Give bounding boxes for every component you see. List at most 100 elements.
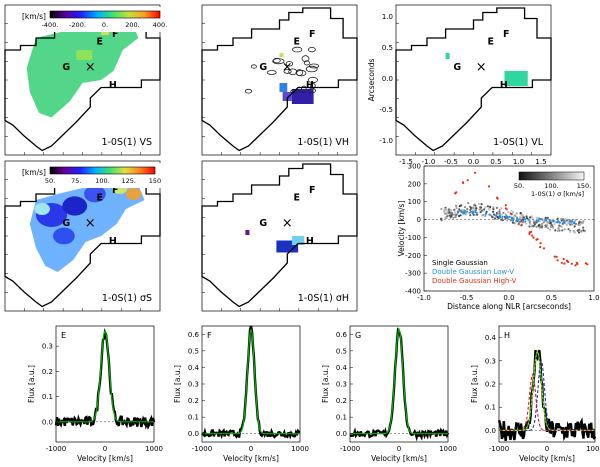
single-gaussian-point xyxy=(535,216,538,219)
low-v-point xyxy=(512,218,515,221)
single-gaussian-point xyxy=(528,225,531,228)
colorbar-tick-label: 100. xyxy=(95,177,109,185)
single-gaussian-point xyxy=(517,223,520,226)
single-gaussian-point xyxy=(513,214,516,217)
single-gaussian-point xyxy=(553,223,556,226)
high-v-point xyxy=(539,245,542,249)
scatter-xtick-label: 0.5 xyxy=(546,294,557,302)
high-v-point xyxy=(553,255,556,258)
vl-xtick-label: -1.5 xyxy=(399,158,413,166)
contour-loop xyxy=(308,88,317,94)
legend-entry: Double Gaussian High-V xyxy=(432,277,517,285)
single-gaussian-point xyxy=(469,208,472,211)
high-v-point xyxy=(532,236,535,239)
single-gaussian-point xyxy=(511,211,515,214)
single-gaussian-point xyxy=(579,228,582,231)
single-gaussian-point xyxy=(502,211,505,214)
single-gaussian-point xyxy=(509,219,512,222)
nucleus-marker: × xyxy=(282,216,293,231)
nucleus-marker: × xyxy=(85,216,96,231)
high-v-point xyxy=(528,232,531,236)
single-gaussian-point xyxy=(549,221,552,224)
contour-loop xyxy=(288,68,298,76)
observed-spectrum xyxy=(201,325,301,440)
spectrum-ytick-label: 0.0 xyxy=(188,430,199,438)
vl-ylabel: Arcseconds xyxy=(367,59,376,102)
high-v-point xyxy=(563,262,566,265)
single-gaussian-point xyxy=(454,216,457,219)
region-label: H xyxy=(109,236,117,247)
scatter-colorbar-label: 1-0S(1) σ [km/s] xyxy=(531,190,584,198)
region-label: F xyxy=(112,29,119,40)
colorbar-tick-label: 75. xyxy=(71,177,81,185)
low-v-point xyxy=(540,218,543,221)
single-gaussian-point xyxy=(542,220,545,223)
low-velocity-cell xyxy=(445,53,450,59)
spectrum-ylabel: Flux [a.u.] xyxy=(27,365,36,403)
contour-loop xyxy=(301,55,310,62)
low-v-point xyxy=(508,215,511,218)
single-gaussian-point xyxy=(480,209,484,212)
region-label: H xyxy=(500,80,508,91)
single-gaussian-point xyxy=(495,206,498,209)
single-gaussian-point xyxy=(560,218,563,221)
scatter-colorbar-tick: 150. xyxy=(577,182,591,190)
single-gaussian-point xyxy=(452,216,455,219)
single-gaussian-point xyxy=(445,209,448,212)
single-gaussian-point xyxy=(471,206,474,209)
single-gaussian-point xyxy=(571,223,574,226)
map-label: 1-0S(1) σH xyxy=(298,293,349,304)
model-fit xyxy=(56,329,154,423)
single-gaussian-point xyxy=(447,208,451,211)
colorbar-tick-label: 125. xyxy=(122,177,136,185)
field-outline xyxy=(4,7,161,152)
spectrum-region-label: H xyxy=(504,331,510,340)
single-gaussian-point xyxy=(464,213,467,216)
single-gaussian-point xyxy=(539,223,543,226)
spectrum-xtick-label: 0 xyxy=(103,445,107,453)
spectrum-xtick-label: 0 xyxy=(545,445,549,453)
high-v-point xyxy=(520,220,523,223)
high-v-point xyxy=(535,238,538,241)
high-velocity-cell xyxy=(279,83,288,92)
low-v-point xyxy=(552,219,555,222)
single-gaussian-point xyxy=(547,227,550,230)
colorbar-tick-label: 0. xyxy=(102,21,108,29)
vl-xtick-label: 0.0 xyxy=(468,158,479,166)
low-v-point xyxy=(516,217,519,220)
spectrum-xtick-label: 1000 xyxy=(291,445,309,453)
spectrum-region-label: G xyxy=(355,331,361,340)
single-gaussian-point xyxy=(569,223,572,226)
single-gaussian-point xyxy=(440,207,443,211)
single-gaussian-point xyxy=(563,228,567,231)
single-gaussian-point xyxy=(535,225,538,228)
single-gaussian-point xyxy=(554,220,557,223)
spectrum-ytick-label: 0.0 xyxy=(42,418,53,426)
spectrum-ytick-label: 0.4 xyxy=(336,364,348,372)
velocity-map-patch xyxy=(76,50,93,60)
spectrum-xlabel: Velocity [km/s] xyxy=(371,454,427,463)
low-v-point xyxy=(510,216,513,219)
single-gaussian-point xyxy=(460,204,463,207)
spectrum-xlabel: Velocity [km/s] xyxy=(519,454,575,463)
spectrum-region-label: E xyxy=(61,331,66,340)
single-gaussian-point xyxy=(549,225,553,228)
low-v-point xyxy=(499,215,502,219)
single-gaussian-point xyxy=(453,208,456,211)
single-gaussian-point xyxy=(573,231,577,234)
spectrum-panel: H -1000 0 1000 0.0 0.1 0.2 0.3 0.4 Velocity [km/s… xyxy=(470,325,600,463)
model-fit xyxy=(202,329,300,435)
spectrum-xlabel: Velocity [km/s] xyxy=(223,454,279,463)
high-v-point xyxy=(504,204,507,207)
single-gaussian-point xyxy=(488,208,491,211)
velocity-map-blob xyxy=(26,20,139,118)
single-gaussian-point xyxy=(477,202,480,206)
high-v-point xyxy=(556,259,559,262)
single-gaussian-point xyxy=(554,229,557,232)
low-v-point xyxy=(505,216,508,219)
single-gaussian-point xyxy=(479,206,483,209)
single-gaussian-point xyxy=(453,211,457,214)
contour-loop xyxy=(250,64,257,69)
low-v-point xyxy=(460,210,463,213)
spectrum-ylabel: Flux [a.u.] xyxy=(470,365,479,403)
